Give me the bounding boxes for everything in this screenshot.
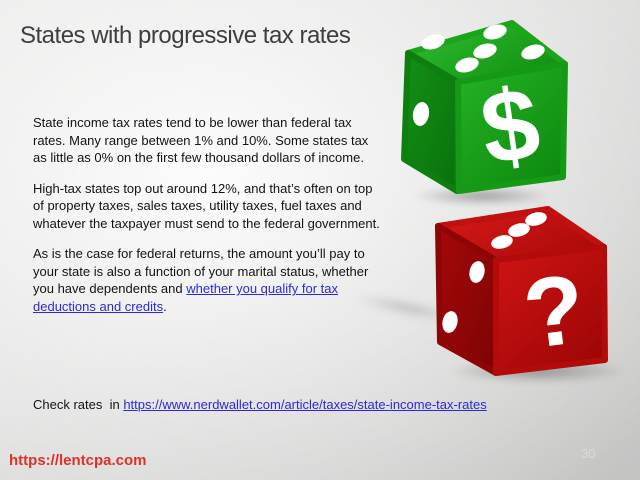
- paragraph-3-text: As is the case for federal returns, the …: [33, 246, 369, 296]
- tax-deductions-credits-link[interactable]: whether you qualify for tax deductions a…: [33, 281, 338, 314]
- page-number: 30: [581, 446, 596, 461]
- green-die-top-pips: [421, 24, 545, 73]
- lentcpa-footer-link[interactable]: https://lentcpa.com: [9, 452, 147, 469]
- green-dollar-die-image: $: [401, 20, 568, 194]
- green-die-side-pip: [412, 102, 430, 126]
- body-text: State income tax rates tend to be lower …: [33, 114, 385, 328]
- paragraph-2: High-tax states top out around 12%, and …: [33, 180, 380, 231]
- paragraph-3: As is the case for federal returns, the …: [33, 245, 385, 315]
- check-rates-line: Check rates in https://www.nerdwallet.co…: [33, 397, 487, 412]
- green-die-front-face: [455, 61, 568, 194]
- question-symbol: ?: [518, 253, 591, 369]
- red-die-top-pips: [491, 212, 547, 249]
- nerdwallet-link[interactable]: https://www.nerdwallet.com/article/taxes…: [123, 397, 487, 412]
- red-die-front-face: [493, 244, 608, 376]
- red-question-die-image: ?: [435, 206, 608, 376]
- paragraph-3-period: .: [163, 298, 167, 314]
- paragraph-1: State income tax rates tend to be lower …: [33, 115, 369, 165]
- check-rates-label: Check rates in: [33, 397, 124, 412]
- red-die-side-pips: [442, 261, 485, 333]
- slide-title: States with progressive tax rates: [20, 22, 351, 49]
- green-die-shadow: [412, 186, 552, 206]
